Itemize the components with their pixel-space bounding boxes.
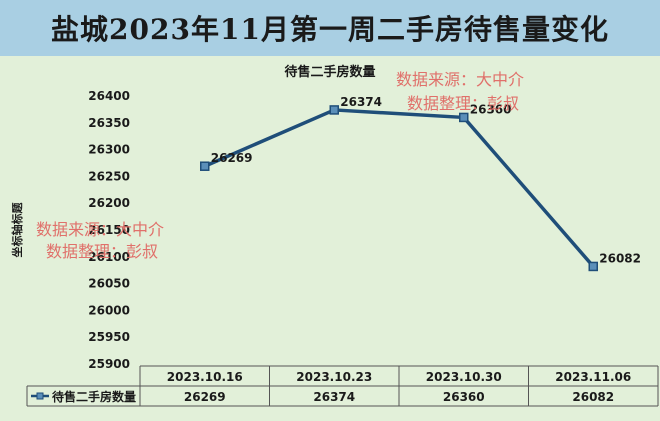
y-tick-label: 26400 (88, 89, 130, 103)
y-tick-label: 26100 (88, 250, 130, 264)
banner-title: 盐城2023年11月第一周二手房待售量变化 (51, 13, 609, 46)
y-tick-label: 26150 (88, 223, 130, 237)
table-value-cell: 26269 (184, 390, 226, 404)
y-tick-label: 26000 (88, 303, 130, 317)
y-tick-label: 26250 (88, 169, 130, 183)
data-label: 26269 (211, 151, 253, 165)
series-line-segment (332, 108, 466, 120)
series-line-segment (462, 115, 595, 269)
x-category-label: 2023.11.06 (555, 370, 631, 384)
table-value-cell: 26360 (443, 390, 485, 404)
chart-title: 待售二手房数量 (283, 64, 375, 80)
plot-background (0, 56, 660, 421)
table-value-cell: 26374 (313, 390, 355, 404)
y-tick-label: 25900 (88, 357, 130, 371)
legend-label: 待售二手房数量 (52, 389, 136, 404)
table-value-cell: 26082 (572, 390, 614, 404)
y-tick-label: 26200 (88, 196, 130, 210)
watermark-editor: 数据整理：彭叔 (407, 94, 520, 113)
y-tick-label: 26350 (88, 116, 130, 130)
x-category-label: 2023.10.30 (426, 370, 502, 384)
watermark-source: 数据来源：大中介 (396, 70, 525, 89)
y-tick-label: 26050 (88, 277, 130, 291)
series-line-segment (203, 108, 336, 168)
data-label: 26082 (599, 251, 641, 265)
data-point-marker (200, 161, 210, 171)
y-tick-label: 26300 (88, 143, 130, 157)
data-label: 26374 (340, 95, 382, 109)
y-tick-label: 25950 (88, 330, 130, 344)
data-point-marker (459, 112, 469, 123)
watermark-source: 数据来源：大中介 (36, 220, 165, 239)
watermark-editor: 数据整理：彭叔 (46, 242, 159, 261)
data-label: 26360 (470, 102, 512, 116)
x-category-label: 2023.10.23 (296, 370, 372, 384)
y-axis-title: 坐标轴标题 (10, 202, 24, 258)
x-category-label: 2023.10.16 (167, 370, 243, 384)
title-banner: 盐城2023年11月第一周二手房待售量变化 (0, 0, 660, 56)
legend-marker (36, 392, 44, 400)
data-point-marker (588, 261, 598, 272)
data-point-marker (329, 105, 339, 115)
